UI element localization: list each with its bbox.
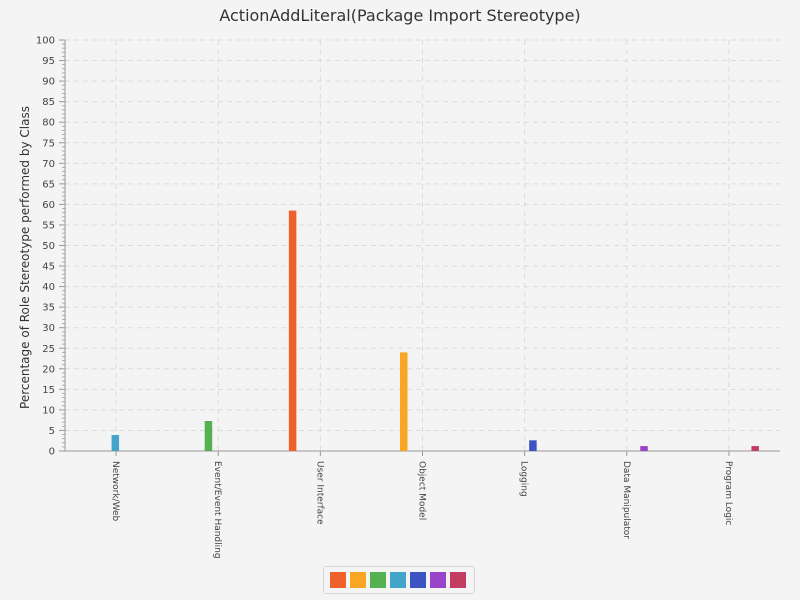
y-tick-label: 75 xyxy=(42,138,55,149)
x-tick-label: Event/Event Handling xyxy=(212,461,222,559)
legend-swatch xyxy=(350,572,366,588)
y-tick-label: 60 xyxy=(42,200,55,211)
x-tick-label: Program Logic xyxy=(723,461,733,525)
y-tick-label: 15 xyxy=(42,385,55,396)
bar xyxy=(640,446,648,451)
y-tick-label: 5 xyxy=(49,426,55,437)
y-tick-label: 30 xyxy=(42,323,55,334)
y-tick-label: 20 xyxy=(42,364,55,375)
bar xyxy=(288,210,297,451)
x-tick-label: Object Model xyxy=(417,461,427,520)
legend-swatch xyxy=(370,572,386,588)
y-tick-label: 10 xyxy=(42,405,55,416)
y-tick-label: 100 xyxy=(36,36,55,47)
legend-swatch xyxy=(450,572,466,588)
y-tick-label: 80 xyxy=(42,118,55,129)
chart-title: ActionAddLiteral(Package Import Stereoty… xyxy=(219,6,581,25)
legend-swatch xyxy=(410,572,426,588)
y-tick-label: 40 xyxy=(42,282,55,293)
y-tick-label: 25 xyxy=(42,344,55,355)
y-tick-label: 0 xyxy=(49,447,55,458)
bar xyxy=(111,434,120,451)
bar xyxy=(400,352,408,451)
x-tick-label: Data Manipulator xyxy=(621,461,631,539)
y-tick-label: 95 xyxy=(42,56,55,67)
y-tick-label: 45 xyxy=(42,262,55,273)
bar xyxy=(204,420,213,451)
y-tick-label: 70 xyxy=(42,159,55,170)
x-tick-label: User Interface xyxy=(314,461,324,525)
y-tick-label: 90 xyxy=(42,77,55,88)
y-axis-label: Percentage of Role Stereotype performed … xyxy=(18,106,32,409)
y-tick-label: 50 xyxy=(42,241,55,252)
x-tick-label: Logging xyxy=(519,461,529,497)
bar xyxy=(751,446,759,451)
legend-swatch xyxy=(330,572,346,588)
legend-swatch xyxy=(430,572,446,588)
y-tick-label: 85 xyxy=(42,97,55,108)
y-tick-label: 35 xyxy=(42,303,55,314)
y-tick-label: 55 xyxy=(42,220,55,231)
x-tick-label: Network/Web xyxy=(110,461,120,522)
chart-legend xyxy=(323,566,475,594)
legend-swatch xyxy=(390,572,406,588)
bar xyxy=(529,440,537,451)
y-tick-label: 65 xyxy=(42,179,55,190)
